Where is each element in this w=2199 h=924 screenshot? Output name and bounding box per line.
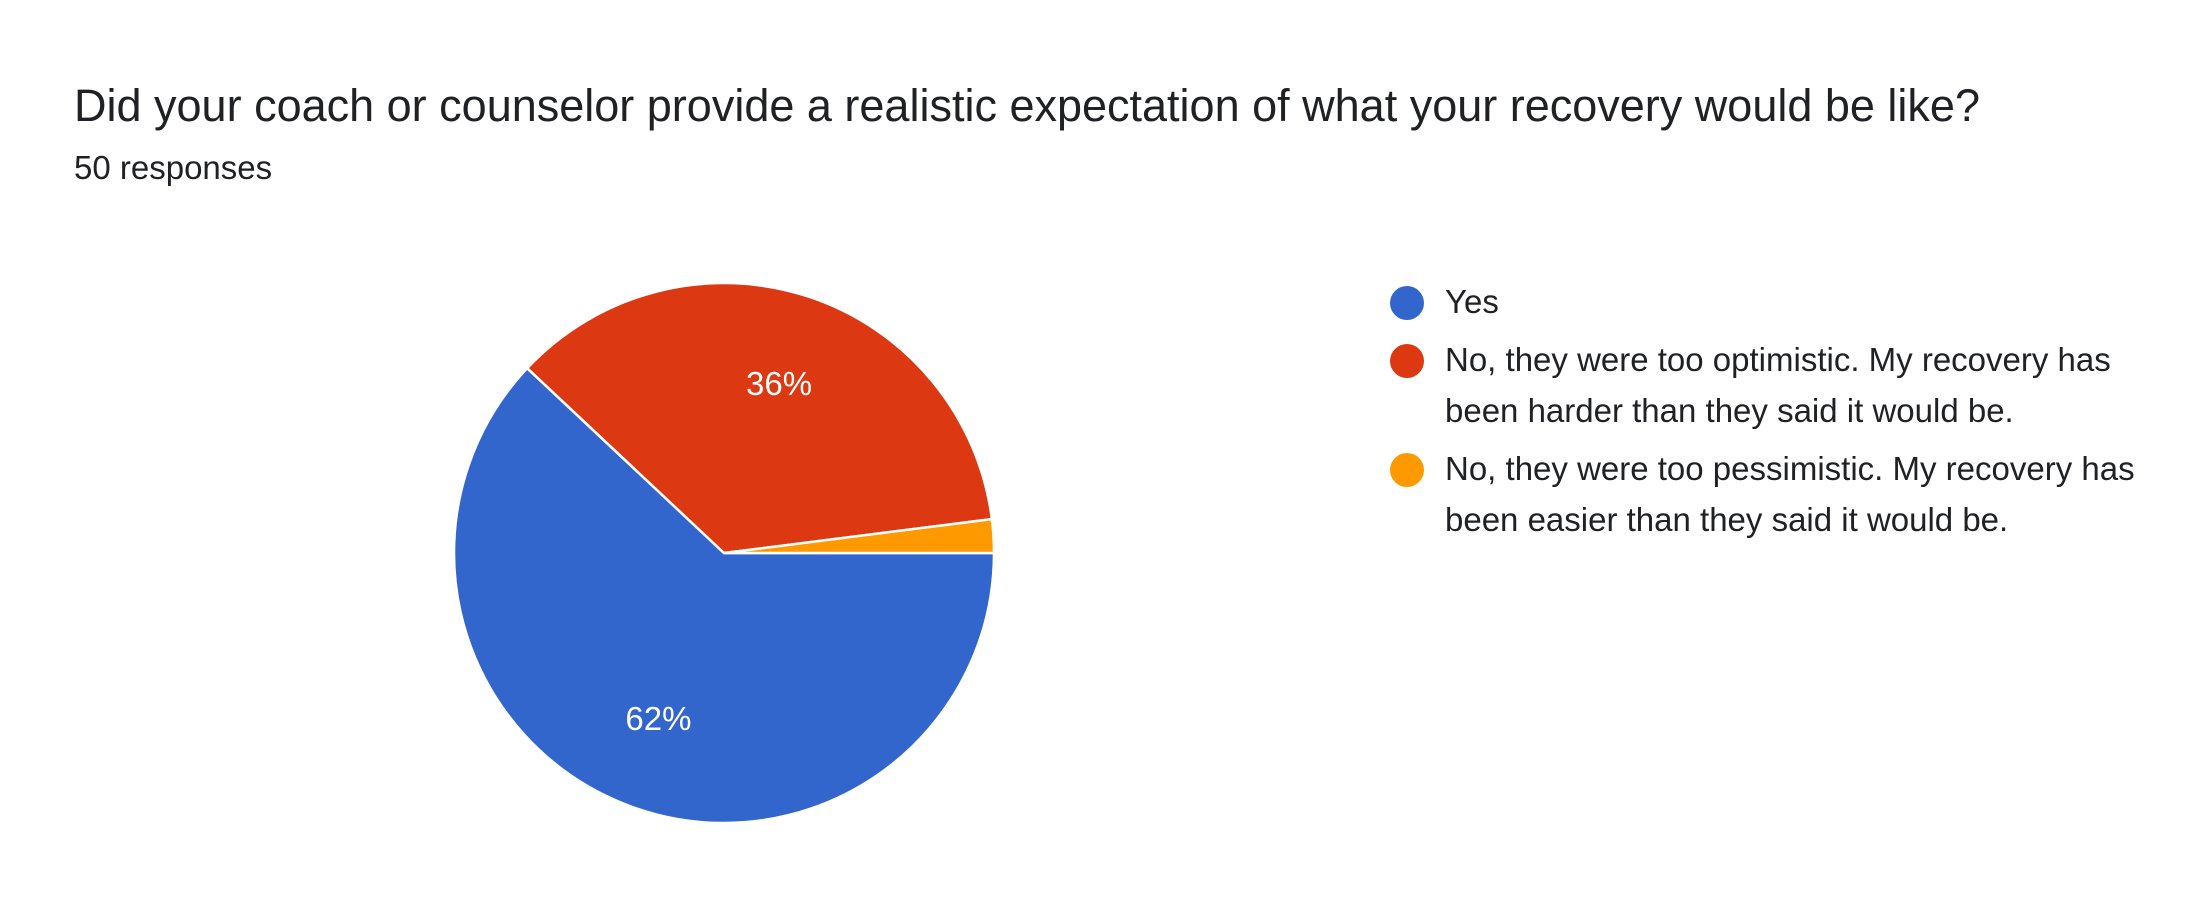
pie-chart: 62% 36% [452,281,996,825]
slice-data-label-0: 62% [625,700,691,737]
pie-slice-2[interactable] [722,517,996,555]
legend-label: No, they were too optimistic. My recover… [1445,341,2111,429]
legend-label: Yes [1445,283,1499,320]
pie-labels: 62% 36% [625,365,812,737]
legend-item-too-pessimistic[interactable]: No, they were too pessimistic. My recove… [1390,443,2150,545]
question-title: Did your coach or counselor provide a re… [74,80,1980,131]
legend-swatch-icon [1390,453,1424,487]
response-count: 50 responses [74,149,273,186]
pie-slice-1[interactable] [525,281,994,555]
slice-data-label-1: 36% [746,365,812,402]
legend-label: No, they were too pessimistic. My recove… [1445,450,2135,538]
legend-item-too-optimistic[interactable]: No, they were too optimistic. My recover… [1390,334,2150,436]
pie-slice-0[interactable] [452,366,996,825]
legend-swatch-icon [1390,344,1424,378]
legend-item-yes[interactable]: Yes [1390,276,2150,327]
pie-slices [452,281,996,825]
legend-swatch-icon [1390,286,1424,320]
legend: Yes No, they were too optimistic. My rec… [1390,276,2150,552]
